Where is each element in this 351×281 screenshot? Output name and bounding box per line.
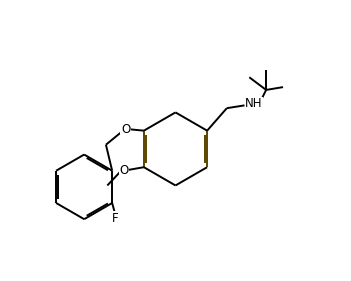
Text: O: O (121, 123, 130, 136)
Text: F: F (112, 212, 118, 225)
Text: O: O (120, 164, 129, 176)
Text: NH: NH (245, 98, 263, 110)
